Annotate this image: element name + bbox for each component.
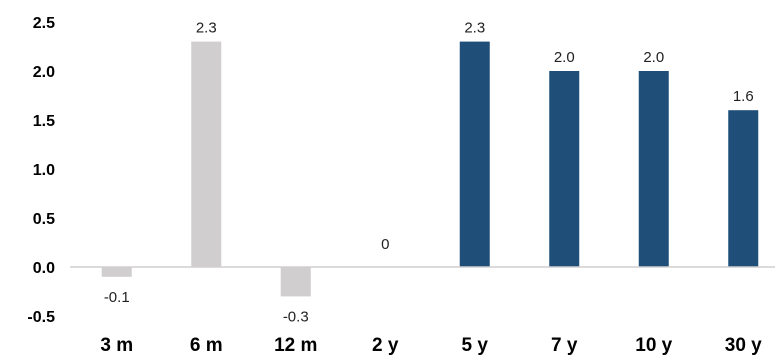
y-tick-label: -0.5 bbox=[27, 309, 55, 326]
x-tick-label: 5 y bbox=[462, 335, 489, 356]
bar bbox=[549, 71, 580, 267]
x-tick-label: 10 y bbox=[635, 335, 672, 356]
x-tick-label: 2 y bbox=[372, 335, 399, 356]
y-tick-label: 1.0 bbox=[33, 162, 55, 179]
x-tick-label: 12 m bbox=[274, 335, 317, 356]
bar bbox=[638, 71, 669, 267]
bar bbox=[280, 267, 311, 297]
data-label: -0.3 bbox=[283, 308, 309, 325]
x-axis: 3 m 6 m 12 m 2 y 5 y 7 y 10 y 30 y bbox=[100, 335, 762, 356]
data-label: 1.6 bbox=[733, 88, 754, 105]
y-tick-label: 2.0 bbox=[33, 64, 55, 81]
y-tick-label: 1.5 bbox=[33, 113, 55, 130]
data-label: 2.0 bbox=[554, 49, 575, 66]
x-tick-label: 30 y bbox=[725, 335, 762, 356]
data-labels: -0.1 2.3 -0.3 0 2.3 2.0 2.0 1.6 bbox=[104, 20, 754, 326]
bar bbox=[101, 267, 132, 277]
y-tick-label: 0.5 bbox=[33, 211, 55, 228]
x-tick-label: 6 m bbox=[190, 335, 223, 356]
bar bbox=[191, 41, 222, 267]
data-label: 0 bbox=[381, 236, 389, 253]
data-label: -0.1 bbox=[104, 289, 130, 306]
x-tick-label: 7 y bbox=[551, 335, 578, 356]
data-label: 2.0 bbox=[643, 49, 664, 66]
data-label: 2.3 bbox=[196, 20, 217, 37]
x-tick-label: 3 m bbox=[100, 335, 133, 356]
bar bbox=[728, 110, 759, 267]
y-tick-label: 2.5 bbox=[33, 15, 55, 32]
y-axis: 2.5 2.0 1.5 1.0 0.5 0.0 -0.5 bbox=[27, 15, 55, 326]
bar bbox=[459, 41, 490, 267]
bars bbox=[101, 41, 759, 297]
data-label: 2.3 bbox=[464, 20, 485, 37]
y-tick-label: 0.0 bbox=[33, 260, 55, 277]
